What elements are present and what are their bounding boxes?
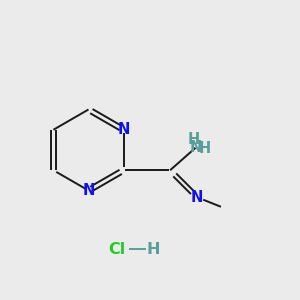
Text: Cl: Cl: [108, 242, 126, 256]
Text: H: H: [188, 132, 200, 147]
Text: N: N: [117, 122, 130, 137]
Text: H: H: [198, 141, 211, 156]
Text: N: N: [82, 183, 95, 198]
Text: H: H: [146, 242, 160, 256]
Text: N: N: [189, 140, 202, 155]
Text: N: N: [191, 190, 203, 205]
